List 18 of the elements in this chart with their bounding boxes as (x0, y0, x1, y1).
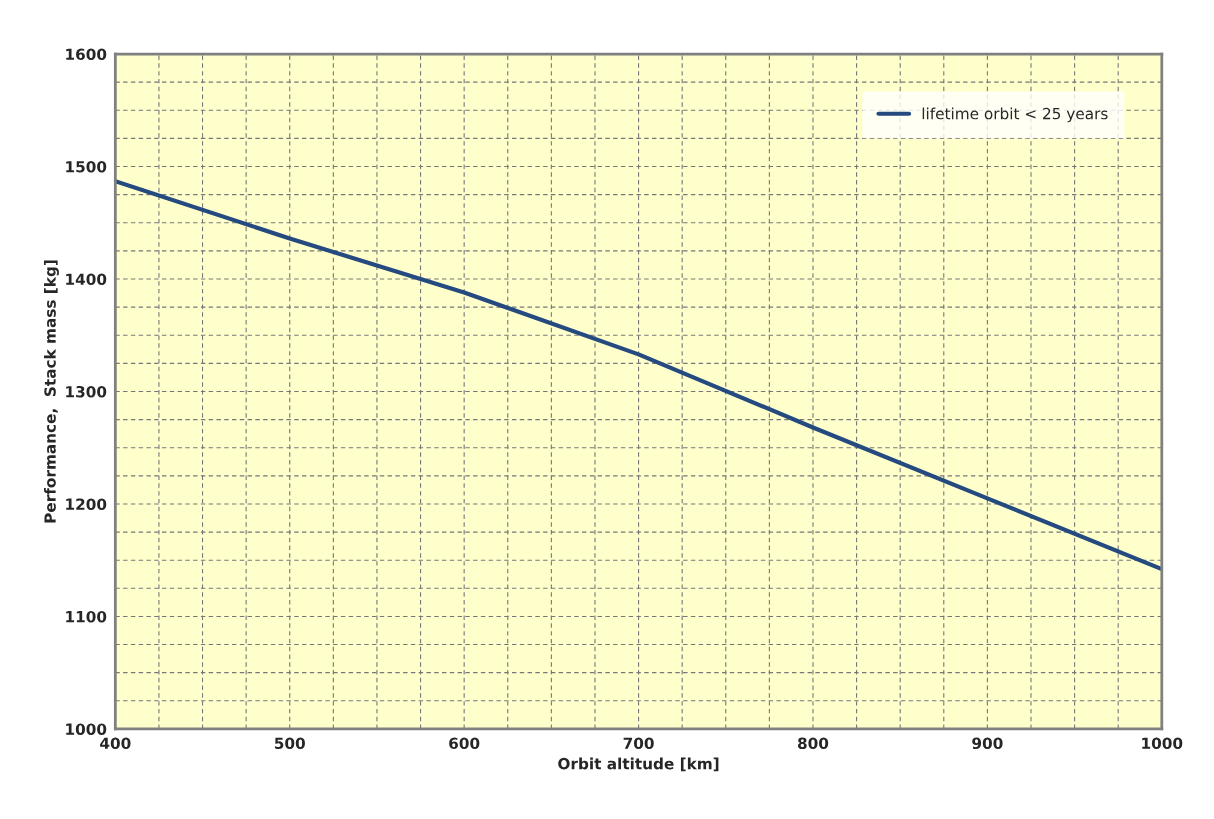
y-tick-label: 1100 (66, 610, 107, 623)
x-tick-label: 500 (274, 737, 305, 750)
y-tick-label: 1000 (66, 723, 107, 735)
x-tick-label: 700 (623, 737, 654, 750)
x-tick-label: 800 (797, 737, 829, 750)
y-tick-label: 1500 (66, 161, 107, 173)
x-tick-label: 400 (100, 737, 131, 750)
x-tick-label: 600 (449, 737, 480, 750)
line-series (115, 179, 1162, 572)
y-tick-label: 1200 (66, 498, 107, 510)
x-tick-label: 900 (972, 737, 1003, 750)
x-tick-label: 1000 (1142, 737, 1183, 750)
x-axis-title: Orbit altitude [km] (558, 757, 719, 772)
y-tick-label: 1300 (66, 385, 107, 398)
y-axis-title: Performance, Stack mass [kg] (44, 260, 59, 523)
y-tick-label: 1400 (66, 273, 107, 286)
legend-label: lifetime orbit < 25 years (922, 107, 1108, 123)
y-tick-label: 1600 (66, 48, 107, 61)
